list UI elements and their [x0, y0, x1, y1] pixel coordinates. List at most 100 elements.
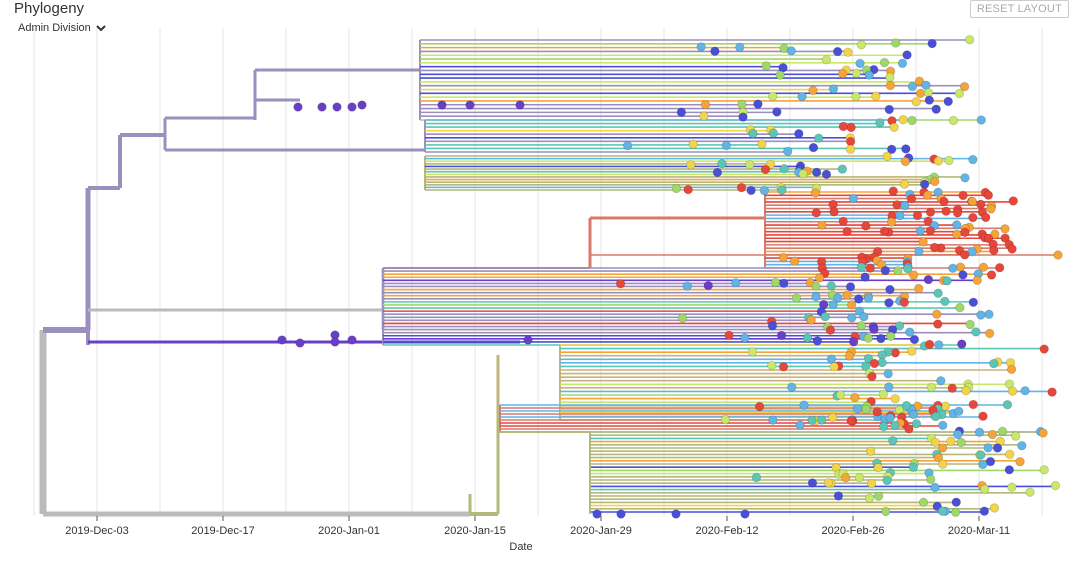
tip-node[interactable] — [616, 509, 626, 519]
tip-node[interactable] — [908, 462, 919, 472]
tip-node[interactable] — [985, 456, 996, 467]
tip-node[interactable] — [934, 340, 944, 350]
tip-node[interactable] — [968, 154, 978, 165]
tip-node[interactable] — [984, 328, 995, 339]
tip-node[interactable] — [885, 80, 896, 91]
tip-node[interactable] — [746, 185, 756, 196]
tip-node[interactable] — [515, 100, 525, 110]
tip-node[interactable] — [807, 478, 818, 488]
tip-node[interactable] — [904, 424, 914, 434]
tip-node[interactable] — [984, 309, 994, 320]
tip-node[interactable] — [959, 81, 970, 92]
tip-node[interactable] — [924, 339, 935, 350]
tip-node[interactable] — [972, 275, 982, 286]
tip-node[interactable] — [924, 95, 935, 105]
tip-node[interactable] — [978, 459, 988, 470]
tip-node[interactable] — [954, 88, 965, 99]
tip-node[interactable] — [791, 293, 802, 303]
tip-node[interactable] — [897, 58, 908, 68]
tip-node[interactable] — [951, 497, 961, 507]
tip-node[interactable] — [696, 42, 706, 52]
tip-node[interactable] — [925, 226, 935, 236]
tip-node[interactable] — [703, 280, 713, 291]
tip-node[interactable] — [740, 333, 750, 343]
tip-node[interactable] — [846, 122, 856, 133]
tip-node[interactable] — [914, 246, 924, 256]
tip-node[interactable] — [990, 229, 1000, 239]
tip-node[interactable] — [915, 226, 926, 236]
tip-node[interactable] — [978, 411, 988, 421]
tip-node[interactable] — [894, 321, 905, 331]
tip-node[interactable] — [923, 274, 934, 285]
tip-node[interactable] — [860, 272, 870, 282]
tip-node[interactable] — [826, 354, 837, 364]
tip-node[interactable] — [332, 102, 342, 112]
tip-node[interactable] — [890, 420, 900, 431]
tip-node[interactable] — [936, 376, 946, 386]
tip-node[interactable] — [847, 313, 857, 323]
tip-node[interactable] — [983, 190, 994, 200]
tip-node[interactable] — [838, 121, 849, 132]
tip-node[interactable] — [968, 297, 979, 308]
tip-node[interactable] — [686, 160, 696, 170]
tip-node[interactable] — [907, 115, 917, 126]
tip-node[interactable] — [720, 414, 731, 425]
tip-node[interactable] — [843, 47, 853, 57]
tip-node[interactable] — [965, 319, 975, 330]
tip-node[interactable] — [930, 437, 941, 447]
tip-node[interactable] — [717, 159, 727, 169]
tip-node[interactable] — [833, 293, 843, 303]
tip-node[interactable] — [994, 262, 1005, 273]
tip-node[interactable] — [821, 169, 832, 180]
tip-node[interactable] — [682, 281, 692, 291]
tip-node[interactable] — [760, 164, 771, 175]
tip-node[interactable] — [798, 169, 808, 179]
tip-node[interactable] — [992, 443, 1003, 453]
tip-node[interactable] — [903, 263, 913, 274]
tip-node[interactable] — [908, 270, 919, 280]
tip-node[interactable] — [736, 182, 747, 193]
tip-node[interactable] — [922, 190, 933, 200]
tip-node[interactable] — [877, 357, 887, 368]
tip-node[interactable] — [1006, 364, 1017, 375]
tip-node[interactable] — [848, 337, 859, 347]
tip-node[interactable] — [811, 281, 821, 292]
tip-node[interactable] — [853, 294, 864, 304]
tip-node[interactable] — [751, 472, 762, 483]
tip-node[interactable] — [888, 186, 898, 196]
tip-node[interactable] — [899, 179, 910, 189]
tip-node[interactable] — [876, 333, 886, 344]
tip-node[interactable] — [956, 437, 966, 448]
tip-node[interactable] — [968, 399, 978, 410]
tip-node[interactable] — [856, 262, 867, 272]
tip-node[interactable] — [869, 358, 880, 369]
tip-node[interactable] — [863, 293, 874, 303]
tip-node[interactable] — [929, 242, 940, 253]
tip-node[interactable] — [861, 221, 871, 231]
tip-node[interactable] — [885, 72, 895, 82]
tip-node[interactable] — [683, 184, 693, 195]
tip-node[interactable] — [885, 284, 895, 295]
tip-node[interactable] — [811, 167, 822, 178]
tip-node[interactable] — [940, 296, 950, 307]
tip-node[interactable] — [1015, 456, 1025, 467]
tip-node[interactable] — [906, 346, 917, 356]
tip-node[interactable] — [1011, 431, 1021, 441]
tip-node[interactable] — [1008, 196, 1018, 206]
tip-node[interactable] — [768, 128, 779, 138]
tip-node[interactable] — [738, 112, 748, 122]
tip-node[interactable] — [808, 85, 818, 96]
tip-node[interactable] — [855, 58, 865, 69]
tip-node[interactable] — [807, 415, 817, 426]
tip-node[interactable] — [909, 334, 920, 345]
tip-node[interactable] — [277, 335, 287, 345]
tip-node[interactable] — [1039, 465, 1049, 475]
tip-node[interactable] — [1004, 465, 1015, 475]
tip-node[interactable] — [740, 509, 750, 519]
tip-node[interactable] — [523, 335, 533, 345]
tip-node[interactable] — [939, 196, 949, 207]
tip-node[interactable] — [989, 245, 999, 256]
tip-node[interactable] — [842, 226, 852, 237]
tip-node[interactable] — [808, 142, 819, 153]
tip-node[interactable] — [837, 164, 848, 174]
